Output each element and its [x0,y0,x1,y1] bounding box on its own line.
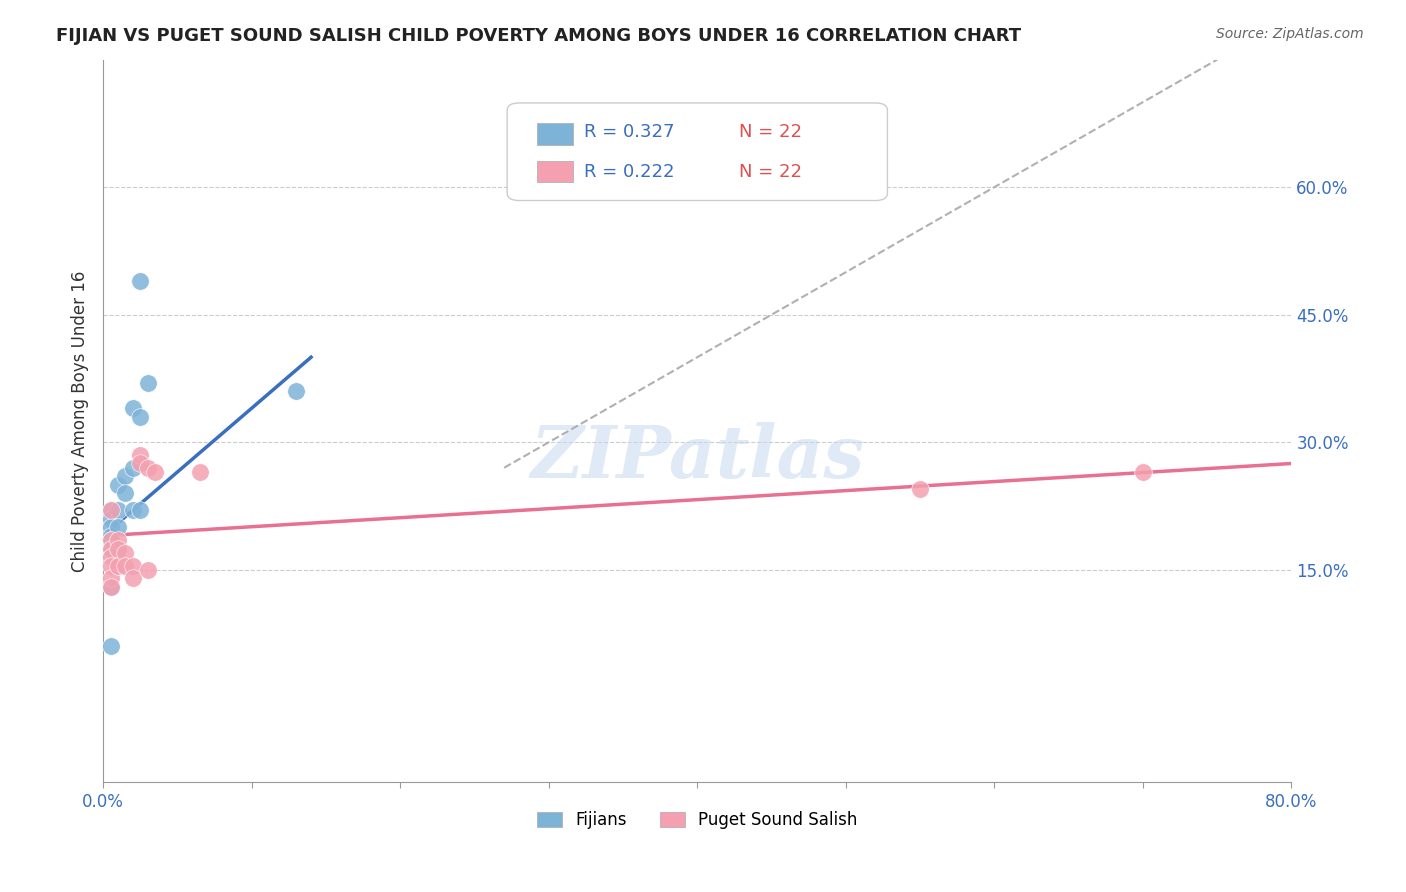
Fijians [114,469,136,483]
Puget Sound Salish [100,580,122,594]
Puget Sound Salish [114,546,136,560]
Fijians [107,541,129,556]
Puget Sound Salish [100,533,122,547]
Puget Sound Salish [121,558,143,573]
Y-axis label: Child Poverty Among Boys Under 16: Child Poverty Among Boys Under 16 [72,270,89,572]
Puget Sound Salish [908,482,931,496]
Fijians [121,503,143,517]
Text: Source: ZipAtlas.com: Source: ZipAtlas.com [1216,27,1364,41]
Text: R = 0.327: R = 0.327 [585,123,675,141]
Fijians [100,503,122,517]
Fijians [100,541,122,556]
Fijians [129,503,152,517]
Text: N = 22: N = 22 [740,123,801,141]
Legend: Fijians, Puget Sound Salish: Fijians, Puget Sound Salish [530,804,865,836]
Puget Sound Salish [114,558,136,573]
Fijians [136,376,159,390]
Fijians [129,409,152,424]
Text: R = 0.222: R = 0.222 [585,162,675,180]
Puget Sound Salish [100,571,122,585]
Fijians [121,401,143,416]
Fijians [114,486,136,500]
Puget Sound Salish [100,503,122,517]
Puget Sound Salish [100,558,122,573]
Fijians [121,460,143,475]
Fijians [100,529,122,543]
Puget Sound Salish [136,563,159,577]
Puget Sound Salish [107,558,129,573]
Puget Sound Salish [1132,465,1154,479]
Puget Sound Salish [121,571,143,585]
Fijians [129,274,152,288]
Puget Sound Salish [107,533,129,547]
Puget Sound Salish [100,549,122,564]
Text: FIJIAN VS PUGET SOUND SALISH CHILD POVERTY AMONG BOYS UNDER 16 CORRELATION CHART: FIJIAN VS PUGET SOUND SALISH CHILD POVER… [56,27,1021,45]
Puget Sound Salish [107,541,129,556]
Fijians [100,640,122,654]
Fijians [100,512,122,526]
Fijians [100,533,122,547]
Fijians [107,520,129,534]
FancyBboxPatch shape [508,103,887,201]
Puget Sound Salish [129,457,152,471]
Text: N = 22: N = 22 [740,162,801,180]
Puget Sound Salish [100,541,122,556]
Puget Sound Salish [188,465,211,479]
Fijians [285,384,308,399]
Fijians [100,520,122,534]
Puget Sound Salish [129,448,152,462]
Fijians [107,503,129,517]
Puget Sound Salish [136,460,159,475]
Fijians [107,477,129,491]
Bar [537,123,572,145]
Puget Sound Salish [143,465,166,479]
Text: ZIPatlas: ZIPatlas [530,422,865,492]
Bar [537,161,572,183]
Fijians [100,580,122,594]
